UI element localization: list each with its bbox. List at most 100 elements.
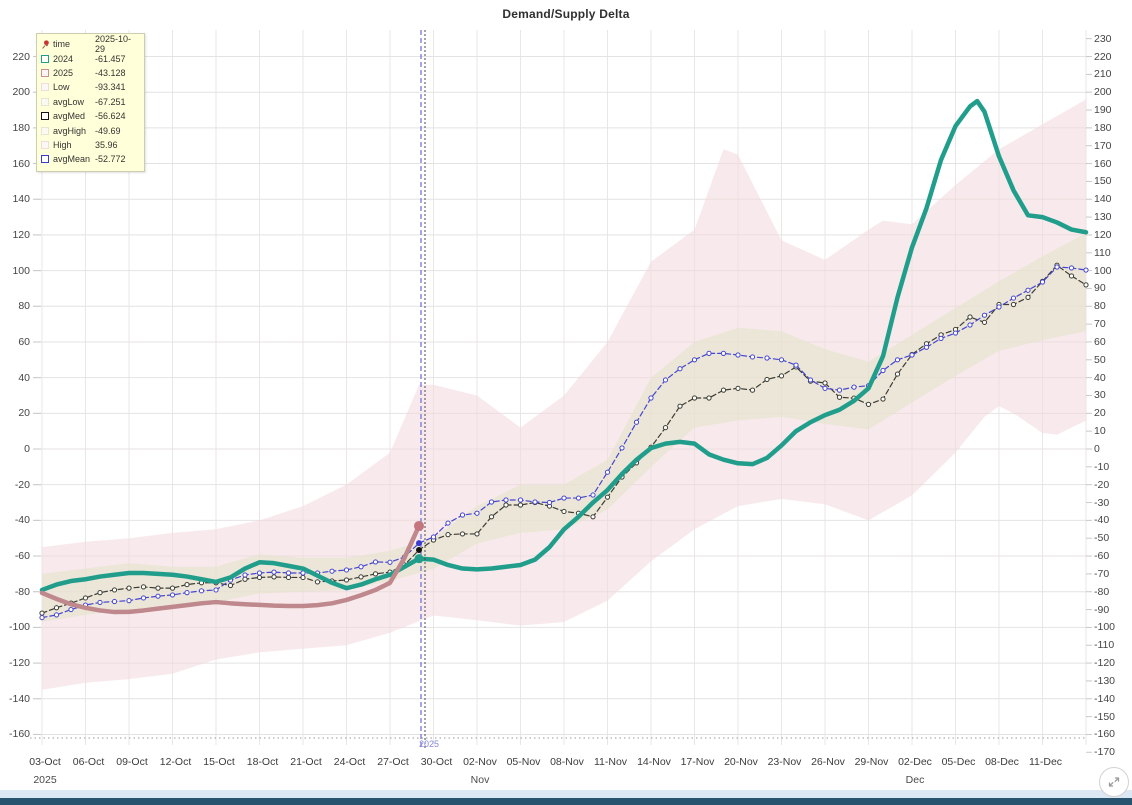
tooltip-series-label: 2025 bbox=[53, 67, 74, 78]
y-axis-label-right: 100 bbox=[1094, 264, 1112, 277]
y-axis-label-right: 130 bbox=[1094, 211, 1112, 224]
y-axis-label-left: 160 bbox=[12, 157, 30, 170]
series-marker-avgMed bbox=[865, 401, 872, 407]
x-axis-label: 18-Oct bbox=[246, 756, 279, 768]
series-line-2025 bbox=[39, 523, 422, 615]
series-marker-avgMean bbox=[329, 568, 335, 574]
y-axis-label-right: -150 bbox=[1094, 710, 1116, 723]
series-marker-avgMed bbox=[981, 319, 988, 325]
series-marker-avgMed bbox=[140, 584, 147, 590]
series-marker-avgMean bbox=[68, 606, 74, 613]
expand-button[interactable] bbox=[1099, 767, 1129, 797]
series-marker-avgMean bbox=[256, 570, 263, 576]
y-axis-label-right: -20 bbox=[1094, 478, 1110, 491]
series-marker-avgMed bbox=[53, 605, 60, 611]
y-axis-label-right: -80 bbox=[1094, 585, 1110, 598]
tooltip-time-row: time 2025-10-29 bbox=[41, 34, 140, 54]
series-marker-avgMean bbox=[387, 559, 393, 565]
series-marker-avgMed bbox=[1068, 273, 1075, 279]
series-marker-avgMed bbox=[822, 380, 828, 386]
y-axis-label-right: -50 bbox=[1094, 532, 1110, 545]
y-axis-label-right: -60 bbox=[1094, 550, 1110, 563]
series-marker-avgMean bbox=[764, 355, 770, 361]
series-swatch-icon bbox=[41, 140, 49, 149]
tooltip-series-value: -49.69 bbox=[95, 125, 121, 136]
series-marker-avgMean bbox=[793, 362, 799, 368]
x-axis-label: 29-Nov bbox=[854, 756, 889, 768]
y-axis-label-right: 140 bbox=[1094, 193, 1112, 206]
y-axis-label-right: 190 bbox=[1094, 104, 1112, 117]
x-axis-label: 14-Nov bbox=[637, 756, 671, 768]
y-axis-label-right: -90 bbox=[1094, 603, 1110, 616]
tooltip-row-2025: 2025 -43.128 bbox=[41, 66, 140, 80]
series-swatch-icon bbox=[41, 68, 49, 77]
tooltip-series-label: High bbox=[53, 139, 72, 150]
x-axis-label: 15-Oct bbox=[203, 756, 235, 768]
series-marker-avgMean bbox=[967, 322, 973, 328]
x-axis-label: 08-Dec bbox=[985, 756, 1019, 768]
tooltip-series-label: avgMean bbox=[53, 154, 91, 165]
series-marker-avgMean bbox=[648, 395, 654, 401]
tooltip-series-label: 2024 bbox=[53, 53, 74, 64]
series-swatch-icon bbox=[41, 83, 49, 92]
y-axis-label-right: 210 bbox=[1094, 68, 1112, 81]
series-marker-avgMed bbox=[967, 314, 973, 320]
series-marker-avgMean bbox=[822, 385, 828, 391]
tooltip-time-label: time bbox=[53, 39, 71, 50]
bottom-strip bbox=[0, 790, 1132, 798]
y-axis-label-right: 70 bbox=[1094, 318, 1106, 331]
series-marker-avgMean bbox=[938, 335, 944, 341]
y-axis-label-left: 220 bbox=[12, 50, 30, 63]
series-marker-avgMean bbox=[372, 559, 379, 565]
x-axis-label: 05-Nov bbox=[506, 756, 541, 768]
y-axis-label-left: -60 bbox=[14, 550, 30, 563]
series-marker-avgMean bbox=[604, 469, 611, 475]
y-axis-label-left: -120 bbox=[8, 657, 30, 670]
series-marker-avgMean bbox=[213, 587, 219, 593]
series-marker-avgMean bbox=[343, 567, 350, 573]
series-marker-avgMed bbox=[184, 581, 190, 588]
series-marker-avgMed bbox=[735, 385, 741, 391]
y-axis-label-left: 180 bbox=[12, 121, 30, 134]
y-axis-label-right: -130 bbox=[1094, 674, 1116, 687]
series-marker-avgMean bbox=[1039, 279, 1046, 285]
series-marker-avgMean bbox=[1054, 264, 1060, 270]
series-marker-avgMed bbox=[503, 502, 509, 508]
y-axis-label-left: 120 bbox=[12, 228, 30, 241]
expand-arrows-icon bbox=[1108, 777, 1120, 787]
y-axis-label-left: 60 bbox=[18, 335, 30, 348]
series-marker-avgMed bbox=[474, 531, 480, 537]
series-marker-avgMean bbox=[836, 387, 843, 393]
x-axis-label: 06-Oct bbox=[72, 756, 105, 768]
y-axis-label-right: -120 bbox=[1094, 657, 1116, 670]
series-marker-avgMean bbox=[691, 357, 698, 363]
series-marker-avgMean bbox=[546, 499, 553, 506]
y-axis-label-left: 0 bbox=[24, 443, 30, 455]
x-axis-label: 21-Oct bbox=[290, 756, 322, 768]
series-marker-avgMean bbox=[996, 304, 1002, 310]
band-High-Low bbox=[42, 99, 1086, 690]
series-marker-avgMean bbox=[619, 445, 625, 451]
x-axis-label: 27-Oct bbox=[377, 756, 409, 768]
series-marker-avgMed bbox=[126, 585, 132, 591]
series-marker-avgMed bbox=[169, 585, 176, 591]
tooltip-row-Low: Low -93.341 bbox=[41, 80, 140, 94]
y-axis-label-right: -140 bbox=[1094, 692, 1116, 705]
cursor-year-label: 2025 bbox=[418, 739, 440, 749]
series-line-2024 bbox=[39, 98, 1089, 593]
y-axis-label-right: 110 bbox=[1094, 246, 1111, 259]
series-marker-avgMed bbox=[97, 590, 103, 596]
tooltip-row-High: High 35.96 bbox=[41, 138, 140, 152]
x-axis-label: 08-Nov bbox=[550, 756, 584, 768]
series-marker-avgMean bbox=[662, 377, 669, 383]
y-axis-label-right: 40 bbox=[1094, 371, 1106, 384]
tooltip-series-label: avgHigh bbox=[53, 125, 87, 136]
x-axis-label: 23-Nov bbox=[767, 756, 802, 768]
pin-icon bbox=[41, 40, 49, 49]
series-marker-avgMean bbox=[778, 357, 785, 363]
y-axis-label-right: 10 bbox=[1094, 425, 1106, 438]
x-axis-sublabel: 2025 bbox=[33, 774, 57, 786]
series-marker-avgMed bbox=[82, 595, 89, 601]
series-marker-avgMean bbox=[1025, 287, 1031, 293]
